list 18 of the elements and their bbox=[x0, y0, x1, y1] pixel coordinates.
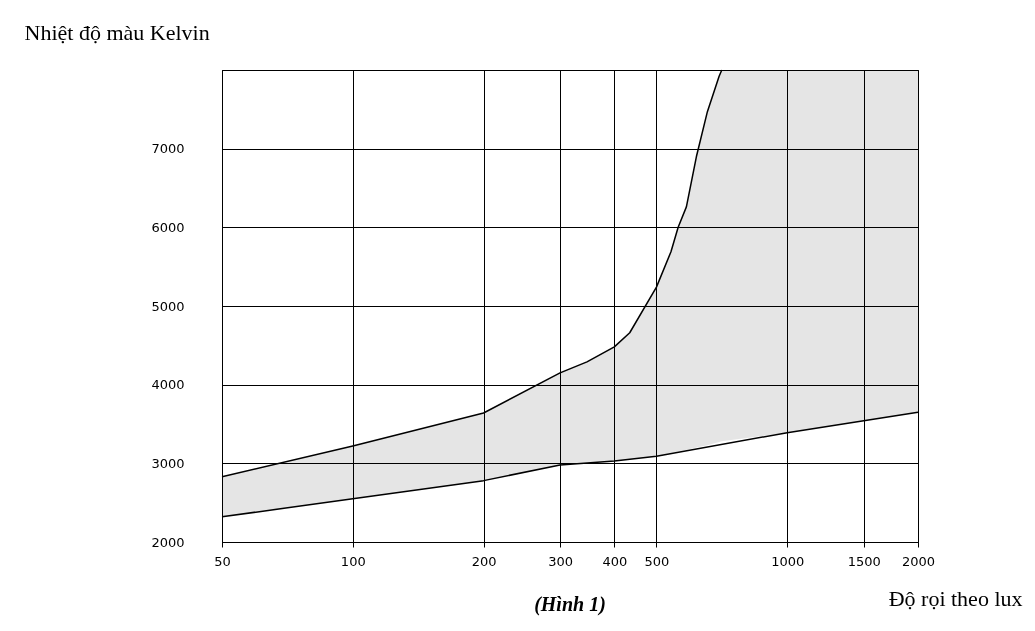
x-axis-title: Độ rọi theo lux bbox=[888, 585, 1023, 611]
x-tick-label: 1000 bbox=[771, 553, 805, 569]
x-tick-label: 400 bbox=[602, 553, 628, 569]
x-tick-label: 100 bbox=[340, 553, 366, 569]
y-tick-label: 5000 bbox=[151, 298, 185, 314]
x-tick-label: 50 bbox=[214, 553, 231, 569]
x-tick-label: 1500 bbox=[847, 553, 881, 569]
y-tick-label: 6000 bbox=[151, 219, 185, 235]
y-tick-label: 4000 bbox=[151, 377, 185, 393]
text: (Hình 1) bbox=[534, 593, 606, 616]
x-tick-label: 500 bbox=[644, 553, 670, 569]
y-tick-label: 7000 bbox=[151, 141, 185, 157]
y-tick-label: 2000 bbox=[151, 534, 185, 550]
y-tick-label: 3000 bbox=[151, 455, 185, 471]
x-tick-label: 200 bbox=[471, 553, 497, 569]
x-tick-label: 2000 bbox=[901, 553, 936, 569]
x-tick-label: 300 bbox=[548, 553, 573, 569]
y-axis-title: Nhiệt độ màu Kelvin bbox=[24, 19, 210, 45]
